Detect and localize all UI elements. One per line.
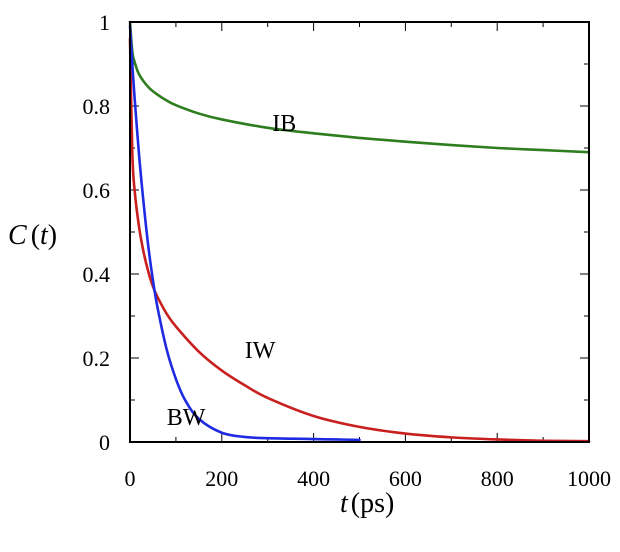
y-tick-label: 0.2 [83, 346, 111, 371]
y-tick-label: 1 [99, 10, 110, 35]
x-tick-labels: 0 200 400 600 800 1000 [125, 466, 612, 491]
series-lines [128, 20, 591, 443]
x-tick-label: 800 [481, 466, 514, 491]
series-label-ib: IB [272, 111, 296, 137]
x-axis-var: t [340, 488, 349, 519]
series-label-bw: BW [167, 405, 206, 431]
series-labels: IB IW BW [167, 111, 297, 431]
y-axis-title: C (t) [8, 220, 57, 251]
series-line-iw [128, 37, 591, 443]
series-line-ib [128, 20, 591, 154]
series-label-iw: IW [245, 338, 276, 364]
y-tick-label: 0.8 [83, 94, 111, 119]
y-tick-label: 0.4 [83, 262, 111, 287]
y-axis-var: t [40, 220, 49, 251]
y-tick-label: 0.6 [83, 178, 111, 203]
plot-frame [129, 21, 590, 443]
series-line-bw [128, 24, 361, 442]
y-tick-label: 0 [99, 430, 110, 455]
y-axis-paren-open: ( [31, 220, 40, 251]
y-axis-paren-close: ) [48, 220, 57, 251]
tick-marks [129, 21, 590, 443]
x-tick-label: 0 [125, 466, 136, 491]
x-axis-title: t (ps) [340, 488, 394, 519]
y-tick-labels: 0 0.2 0.4 0.6 0.8 1 [83, 10, 111, 455]
x-tick-label: 400 [297, 466, 330, 491]
x-tick-label: 200 [205, 466, 238, 491]
x-axis-unit: (ps) [351, 488, 395, 519]
x-tick-label: 600 [389, 466, 422, 491]
x-tick-label: 1000 [567, 466, 611, 491]
y-axis-func: C [8, 220, 27, 251]
